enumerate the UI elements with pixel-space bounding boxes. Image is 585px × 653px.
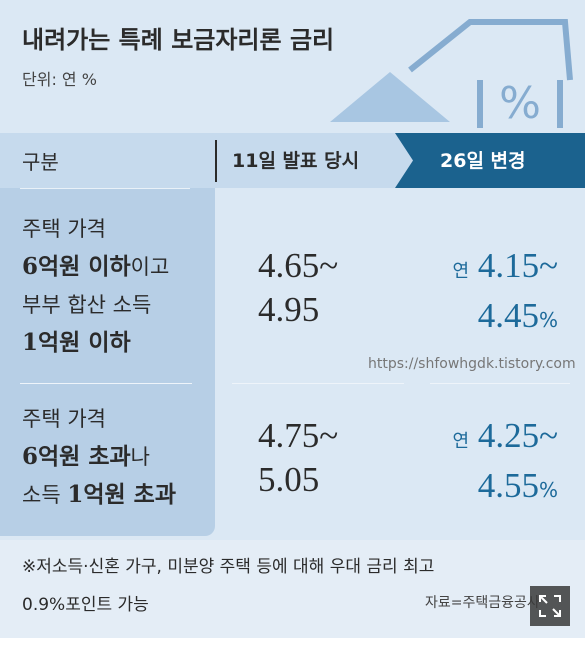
- footnote: ※저소득·신혼 가구, 미분양 주택 등에 대해 우대 금리 최고 0.9%포인트…: [22, 548, 434, 624]
- divider: [215, 140, 217, 182]
- before-rate: 4.75~ 5.05: [258, 414, 338, 502]
- title: 내려가는 특례 보금자리론 금리: [22, 26, 335, 54]
- label-line: 주택 가격: [22, 210, 169, 248]
- house-icon: %: [330, 19, 573, 129]
- rate-text: 4.95: [258, 290, 320, 329]
- unit: 단위: 연 %: [22, 70, 97, 89]
- column-header: 11일 발표 당시: [232, 150, 360, 172]
- rate-text: 4.65~: [258, 246, 339, 285]
- label-line: 주택 가격: [22, 400, 176, 438]
- label-line: 소득 1억원 초과: [22, 476, 176, 514]
- row-separator: [232, 383, 404, 384]
- expand-button[interactable]: [530, 586, 570, 626]
- row-separator: [20, 383, 192, 384]
- after-rate: 연 4.25~ 4.55%: [453, 414, 559, 512]
- rate-text: 4.45: [477, 296, 539, 335]
- column-header: 구분: [22, 150, 59, 174]
- label-text: 나: [130, 445, 150, 469]
- rate-text: 4.15~: [477, 246, 558, 285]
- label-text: 이고: [130, 255, 170, 279]
- rate-suffix: %: [538, 308, 558, 332]
- label-text: 주택 가격: [22, 217, 106, 241]
- label-line: 1억원 이하: [22, 324, 169, 362]
- row-label: 주택 가격 6억원 초과나 소득 1억원 초과: [22, 400, 176, 514]
- label-line: 부부 합산 소득: [22, 286, 169, 324]
- rate-line: 연 4.25~: [453, 414, 559, 464]
- watermark: https://shfowhgdk.tistory.com: [368, 356, 576, 372]
- rate-text: 4.55: [477, 466, 539, 505]
- rate-prefix: 연: [452, 431, 470, 452]
- label-text: 6억원 초과: [22, 443, 131, 470]
- label-line: 6억원 초과나: [22, 438, 176, 476]
- source: 자료=주택금융공사: [425, 595, 540, 611]
- label-line: 6억원 이하이고: [22, 248, 169, 286]
- label-text: 소득: [22, 483, 68, 507]
- rate-line: 연 4.15~: [453, 244, 559, 294]
- label-text: 1억원 이하: [22, 329, 131, 356]
- before-rate: 4.65~ 4.95: [258, 244, 338, 332]
- label-text: 1억원 초과: [67, 481, 176, 508]
- rate-text: 4.75~: [258, 416, 339, 455]
- rate-line: 4.55%: [453, 464, 558, 512]
- rate-text: 4.25~: [477, 416, 558, 455]
- footnote-line: 0.9%포인트 가능: [22, 595, 149, 615]
- after-rate: 연 4.15~ 4.45%: [453, 244, 559, 342]
- rate-text: 5.05: [258, 460, 320, 499]
- header-highlight: [395, 133, 585, 188]
- row-separator: [430, 383, 570, 384]
- rate-suffix: %: [538, 478, 558, 502]
- label-panel: [0, 188, 215, 536]
- column-header: 26일 변경: [440, 150, 526, 172]
- label-text: 주택 가격: [22, 407, 106, 431]
- footer: [0, 540, 585, 638]
- label-text: 6억원 이하: [22, 253, 131, 280]
- label-text: 부부 합산 소득: [22, 293, 152, 317]
- svg-text:%: %: [499, 78, 541, 129]
- footnote-line: ※저소득·신혼 가구, 미분양 주택 등에 대해 우대 금리 최고: [22, 557, 435, 577]
- rate-line: 4.45%: [453, 294, 558, 342]
- rate-prefix: 연: [452, 261, 470, 282]
